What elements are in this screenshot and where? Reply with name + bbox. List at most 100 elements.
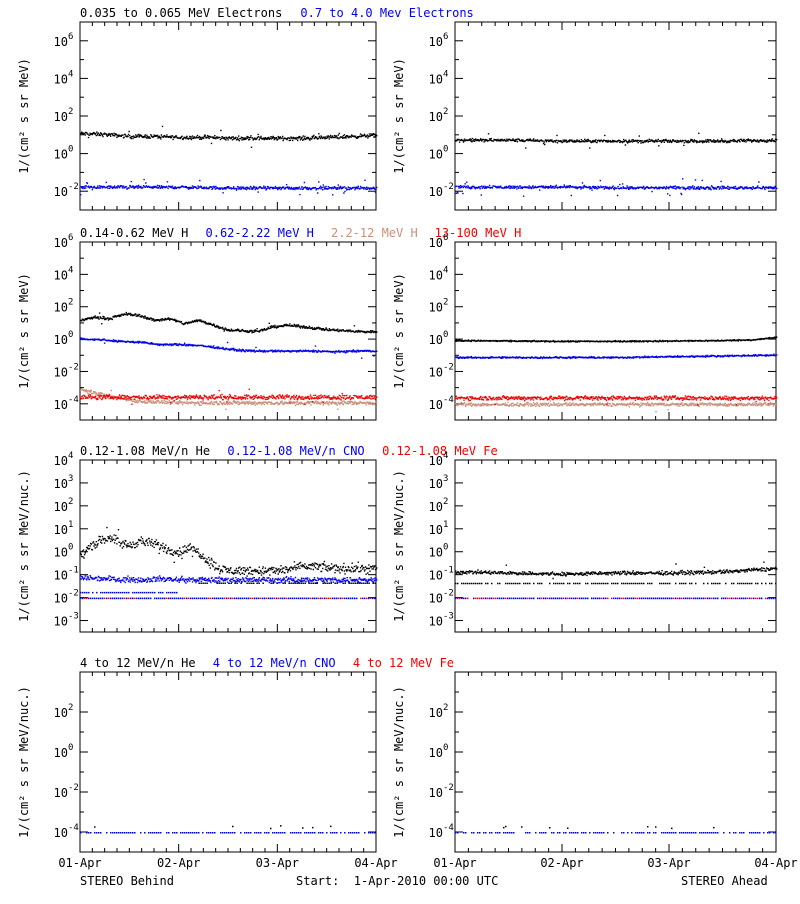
y-tick-exp-protons-behind--4: -4 — [68, 395, 79, 405]
y-axis-label-heavy-low-ahead: 1/(cm² s sr MeV/nuc.) — [392, 470, 406, 622]
y-tick-exp-heavy-low-behind-2: 2 — [68, 497, 73, 507]
y-tick-label-electrons-behind-2: 10 — [54, 110, 68, 124]
series-group-heavy-high-ahead — [455, 825, 777, 834]
y-tick-exp-heavy-high-ahead-0: 0 — [443, 743, 448, 753]
y-tick-exp-protons-ahead-2: 2 — [443, 298, 448, 308]
y-tick-exp-heavy-low-behind--3: -3 — [68, 612, 79, 622]
level-series-heavy-low-ahead-0 — [455, 582, 777, 585]
y-tick-exp-protons-behind-0: 0 — [68, 330, 73, 340]
y-tick-label-protons-behind-6: 10 — [54, 236, 68, 250]
y-tick-exp-protons-behind-2: 2 — [68, 298, 73, 308]
y-tick-exp-heavy-low-ahead-0: 0 — [443, 543, 448, 553]
x-tick-label-ahead-3: 04-Apr — [754, 856, 797, 870]
footer-center-label: Start: 1-Apr-2010 00:00 UTC — [296, 874, 499, 888]
y-tick-label-heavy-low-behind--1: 10 — [54, 569, 68, 583]
y-axis-label-heavy-high-ahead: 1/(cm² s sr MeV/nuc.) — [392, 686, 406, 838]
y-tick-exp-protons-behind-6: 6 — [68, 233, 73, 243]
y-tick-label-protons-behind-4: 10 — [54, 268, 68, 282]
plot-frame-heavy-high-behind — [79, 671, 377, 853]
level-series-heavy-high-behind-1 — [94, 825, 332, 830]
y-tick-label-heavy-low-behind-0: 10 — [54, 546, 68, 560]
y-tick-label-protons-ahead-4: 10 — [429, 268, 443, 282]
y-tick-exp-electrons-ahead--2: -2 — [443, 182, 454, 192]
plot-frame-electrons-ahead — [454, 21, 777, 211]
y-tick-exp-protons-ahead-4: 4 — [443, 265, 448, 275]
y-tick-label-heavy-low-ahead-1: 10 — [429, 523, 443, 537]
y-tick-exp-protons-ahead--4: -4 — [443, 395, 454, 405]
series-group-heavy-low-behind — [80, 526, 378, 600]
level-series-heavy-high-behind-0 — [80, 832, 376, 834]
y-tick-exp-protons-behind-4: 4 — [68, 265, 73, 275]
plot-frame-heavy-low-ahead — [454, 459, 777, 633]
y-tick-label-heavy-high-ahead--2: 10 — [429, 786, 443, 800]
y-tick-label-protons-behind-2: 10 — [54, 301, 68, 315]
y-tick-label-protons-ahead--2: 10 — [429, 365, 443, 379]
y-tick-exp-protons-behind--2: -2 — [68, 362, 79, 372]
legend-entry-heavy-high-0: 4 to 12 MeV/n He — [80, 656, 196, 670]
y-tick-exp-heavy-low-behind--1: -1 — [68, 566, 79, 576]
y-tick-exp-heavy-low-ahead--1: -1 — [443, 566, 454, 576]
x-tick-label-behind-0: 01-Apr — [58, 856, 101, 870]
x-tick-label-behind-2: 03-Apr — [256, 856, 299, 870]
legend-entry-protons-0: 0.14-0.62 MeV H — [80, 226, 188, 240]
y-tick-label-heavy-high-ahead-0: 10 — [429, 746, 443, 760]
series-group-heavy-high-behind — [80, 825, 376, 834]
series-protons-ahead-2 — [455, 397, 778, 413]
y-tick-exp-heavy-low-behind-0: 0 — [68, 543, 73, 553]
y-axis-label-electrons-ahead: 1/(cm² s sr MeV) — [392, 58, 406, 174]
series-electrons-ahead-0 — [455, 132, 778, 149]
y-tick-exp-protons-ahead-0: 0 — [443, 330, 448, 340]
y-tick-label-heavy-high-behind--2: 10 — [54, 786, 68, 800]
y-tick-exp-protons-ahead-6: 6 — [443, 233, 448, 243]
y-tick-label-electrons-behind-6: 10 — [54, 35, 68, 49]
y-tick-label-heavy-low-ahead--3: 10 — [429, 615, 443, 629]
y-tick-label-heavy-low-ahead-0: 10 — [429, 546, 443, 560]
series-protons-ahead-3 — [455, 395, 778, 406]
y-tick-exp-heavy-low-behind-3: 3 — [68, 474, 73, 484]
x-tick-label-ahead-0: 01-Apr — [433, 856, 476, 870]
plot-frame-electrons-behind — [79, 21, 377, 211]
y-tick-exp-heavy-low-ahead-4: 4 — [443, 451, 448, 461]
y-tick-label-protons-ahead--4: 10 — [429, 398, 443, 412]
y-tick-exp-electrons-ahead-6: 6 — [443, 32, 448, 42]
series-group-protons-ahead — [455, 336, 778, 413]
series-protons-ahead-0 — [455, 336, 778, 343]
x-tick-label-ahead-2: 03-Apr — [647, 856, 690, 870]
y-tick-label-heavy-high-ahead-2: 10 — [429, 706, 443, 720]
series-protons-behind-0 — [80, 311, 378, 334]
y-tick-label-protons-ahead-2: 10 — [429, 301, 443, 315]
y-tick-label-protons-ahead-6: 10 — [429, 236, 443, 250]
y-tick-exp-heavy-low-behind-4: 4 — [68, 451, 73, 461]
y-tick-exp-heavy-high-behind--4: -4 — [68, 823, 79, 833]
series-protons-ahead-1 — [455, 353, 778, 360]
y-tick-label-protons-behind--4: 10 — [54, 398, 68, 412]
y-tick-label-electrons-ahead--2: 10 — [429, 185, 443, 199]
level-series-heavy-low-ahead-1 — [457, 597, 777, 600]
y-tick-label-electrons-ahead-2: 10 — [429, 110, 443, 124]
series-heavy-low-ahead-0 — [455, 561, 778, 580]
y-tick-label-heavy-low-behind--2: 10 — [54, 592, 68, 606]
y-tick-exp-electrons-behind-2: 2 — [68, 107, 73, 117]
y-tick-label-protons-behind--2: 10 — [54, 365, 68, 379]
level-series-heavy-high-ahead-1 — [503, 825, 715, 830]
y-tick-exp-heavy-high-behind--2: -2 — [68, 783, 79, 793]
y-tick-exp-heavy-low-behind--2: -2 — [68, 589, 79, 599]
series-heavy-low-behind-0 — [80, 526, 378, 584]
legend-entry-heavy-low-2: 0.12-1.08 MeV Fe — [382, 444, 498, 458]
y-tick-label-heavy-low-ahead-4: 10 — [429, 454, 443, 468]
y-tick-exp-heavy-low-ahead--2: -2 — [443, 589, 454, 599]
legend-entry-protons-2: 2.2-12 MeV H — [331, 226, 418, 240]
level-series-heavy-low-behind-0 — [198, 582, 376, 584]
y-tick-label-heavy-high-behind--4: 10 — [54, 826, 68, 840]
y-axis-label-electrons-behind: 1/(cm² s sr MeV) — [17, 58, 31, 174]
y-tick-label-heavy-low-ahead--1: 10 — [429, 569, 443, 583]
level-series-heavy-low-ahead-2 — [455, 597, 777, 600]
series-protons-behind-3 — [80, 388, 378, 406]
legend-entry-electrons-1: 0.7 to 4.0 Mev Electrons — [300, 6, 473, 20]
y-tick-label-heavy-high-behind-2: 10 — [54, 706, 68, 720]
y-tick-exp-electrons-behind-0: 0 — [68, 145, 73, 155]
level-series-heavy-low-behind-1 — [80, 591, 178, 594]
y-tick-exp-electrons-ahead-0: 0 — [443, 145, 448, 155]
